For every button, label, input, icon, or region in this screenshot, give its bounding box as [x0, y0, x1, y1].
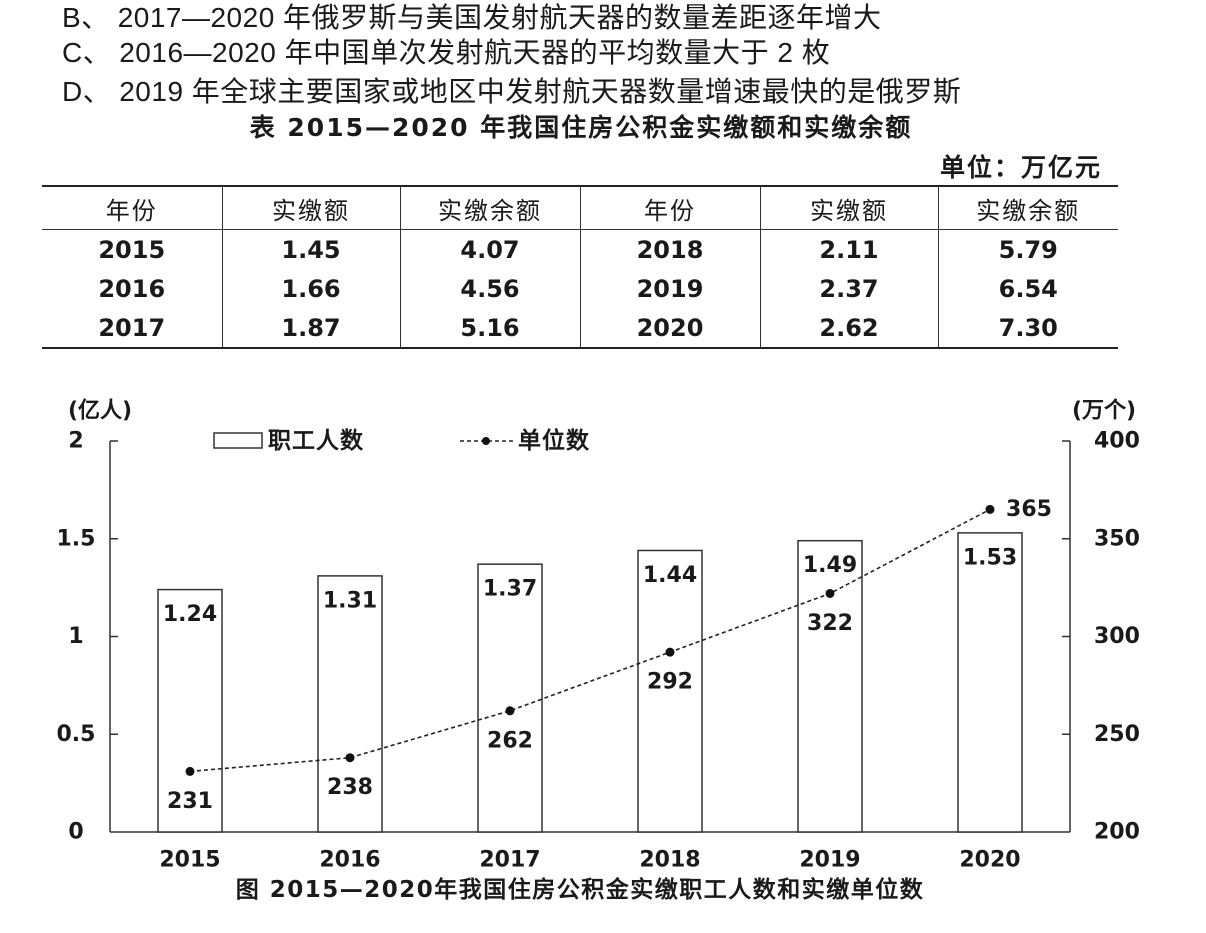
x-tick-label: 2015 — [159, 848, 220, 873]
legend-line-label: 单位数 — [518, 427, 590, 454]
table-row: 2015 1.45 4.07 2018 2.11 5.79 — [42, 229, 1118, 269]
y-left-axis-label: (亿人) — [68, 399, 132, 424]
point-value-label: 292 — [647, 670, 693, 695]
table-cell: 1.66 — [221, 269, 401, 308]
y-left-tick-label: 1.5 — [57, 526, 96, 551]
table-cell: 4.07 — [399, 229, 581, 269]
option-b: B、 2017—2020 年俄罗斯与美国发射航天器的数量差距逐年增大 — [62, 0, 882, 36]
bar-value-label: 1.44 — [643, 563, 697, 588]
y-left-tick-label: 0 — [68, 820, 83, 845]
table-title: 表 2015—2020 年我国住房公积金实缴额和实缴余额 — [249, 113, 913, 142]
table-row: 2017 1.87 5.16 2020 2.62 7.30 — [42, 308, 1118, 349]
option-label: B、 — [62, 2, 110, 33]
x-tick-label: 2019 — [799, 848, 860, 873]
bar-2020 — [957, 532, 1023, 833]
option-d: D、 2019 年全球主要国家或地区中发射航天器数量增速最快的是俄罗斯 — [62, 74, 961, 110]
y-right-tick-label: 350 — [1094, 526, 1140, 551]
y-right-tick-label: 250 — [1094, 722, 1140, 747]
legend-point-swatch — [482, 437, 490, 445]
table-unit: 单位：万亿元 — [939, 153, 1102, 182]
bar-value-label: 1.37 — [483, 577, 537, 602]
combo-chart: (亿人) (万个) 职工人数 单位数 0 0.5 1 1.5 2 200 250 300 350… — [57, 399, 1140, 904]
option-label: D、 — [62, 76, 112, 107]
axes — [109, 441, 1071, 833]
bar-series — [157, 532, 1023, 833]
y-right-tick-label: 200 — [1094, 820, 1140, 845]
x-tick-label: 2020 — [959, 848, 1020, 873]
header-cell-paid: 实缴额 — [759, 185, 939, 230]
x-tick-label: 2016 — [319, 848, 380, 873]
bar-value-label: 1.24 — [163, 602, 217, 627]
bar-value-label: 1.53 — [963, 545, 1017, 570]
legend-bar-swatch — [213, 432, 263, 449]
table-cell: 2015 — [42, 229, 223, 269]
table-cell: 5.16 — [399, 308, 581, 349]
data-point — [345, 753, 355, 763]
table-cell: 2016 — [42, 269, 223, 308]
bar-2015 — [157, 588, 223, 833]
point-value-label: 262 — [487, 728, 533, 753]
legend: 职工人数 单位数 — [213, 427, 590, 454]
table-cell: 2019 — [579, 269, 761, 308]
table-cell: 7.30 — [937, 308, 1118, 349]
table-cell: 1.87 — [221, 308, 401, 349]
data-point — [505, 706, 515, 716]
option-text: 2019 年全球主要国家或地区中发射航天器数量增速最快的是俄罗斯 — [119, 76, 962, 107]
bar-value-label: 1.31 — [323, 588, 377, 613]
table-cell: 2.37 — [759, 269, 939, 308]
axis-ticks: 0 0.5 1 1.5 2 200 250 300 350 400 — [57, 429, 1140, 845]
data-table: 年份 实缴额 实缴余额 年份 实缴额 实缴余额 2015 1.45 4.07 2… — [42, 185, 1118, 349]
x-axis-labels: 2015 2016 2017 2018 2019 2020 — [159, 848, 1020, 873]
y-right-tick-label: 400 — [1094, 429, 1140, 454]
option-label: C、 — [62, 37, 112, 68]
header-cell-balance: 实缴余额 — [399, 185, 581, 230]
header-cell-paid: 实缴额 — [221, 185, 401, 230]
table-row: 2016 1.66 4.56 2019 2.37 6.54 — [42, 269, 1118, 308]
table-cell: 4.56 — [399, 269, 581, 308]
bar-2016 — [317, 575, 383, 833]
x-tick-label: 2018 — [639, 848, 700, 873]
point-value-label: 322 — [807, 611, 853, 636]
table-cell: 2018 — [579, 229, 761, 269]
line-series — [185, 504, 995, 776]
table-cell: 2.11 — [759, 229, 939, 269]
y-right-tick-label: 300 — [1094, 624, 1140, 649]
table-cell: 1.45 — [221, 229, 401, 269]
x-tick-label: 2017 — [479, 848, 540, 873]
point-value-label: 231 — [167, 789, 213, 814]
option-c: C、 2016—2020 年中国单次发射航天器的平均数量大于 2 枚 — [62, 35, 830, 71]
table-header-row: 年份 实缴额 实缴余额 年份 实缴额 实缴余额 — [42, 185, 1118, 230]
y-left-tick-label: 0.5 — [57, 722, 96, 747]
y-left-tick-label: 1 — [68, 624, 83, 649]
y-left-tick-label: 2 — [68, 429, 83, 454]
bar-2018 — [637, 549, 703, 833]
table-cell: 2.62 — [759, 308, 939, 349]
bar-2019 — [797, 539, 863, 833]
data-point — [825, 588, 835, 598]
data-point — [185, 766, 195, 776]
series-line — [189, 508, 991, 773]
data-labels: 1.24 1.31 1.37 1.44 1.49 1.53 231 238 262 292 322 3… — [163, 497, 1052, 814]
chart-caption: 图 2015—2020年我国住房公积金实缴职工人数和实缴单位数 — [236, 876, 925, 903]
data-point — [985, 504, 995, 514]
table-cell: 5.79 — [937, 229, 1118, 269]
header-cell-year: 年份 — [579, 185, 761, 230]
bar-2017 — [477, 563, 543, 833]
bar-value-label: 1.49 — [803, 553, 857, 578]
y-right-axis-label: (万个) — [1072, 399, 1136, 424]
point-value-label: 365 — [1006, 497, 1052, 522]
legend-bar-label: 职工人数 — [268, 428, 364, 454]
header-cell-year: 年份 — [42, 185, 223, 230]
table-cell: 6.54 — [937, 269, 1118, 308]
data-point — [665, 647, 675, 657]
table-cell: 2020 — [579, 308, 761, 349]
header-cell-balance: 实缴余额 — [937, 185, 1118, 230]
option-text: 2016—2020 年中国单次发射航天器的平均数量大于 2 枚 — [119, 37, 831, 68]
table-cell: 2017 — [42, 308, 223, 349]
option-text: 2017—2020 年俄罗斯与美国发射航天器的数量差距逐年增大 — [117, 2, 882, 33]
point-value-label: 238 — [327, 775, 373, 800]
